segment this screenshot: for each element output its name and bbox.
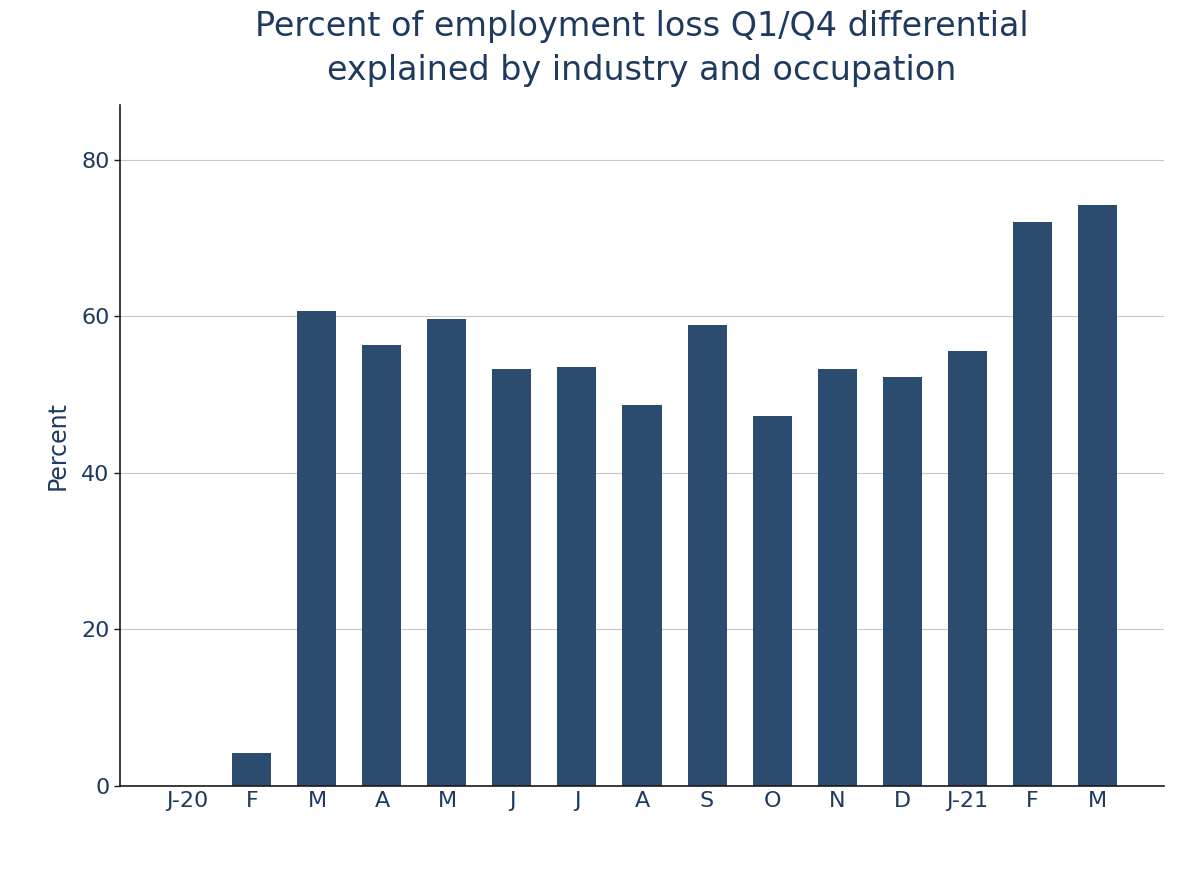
Y-axis label: Percent: Percent: [46, 401, 70, 490]
Bar: [752, 416, 792, 786]
Bar: [492, 369, 532, 786]
Bar: [1013, 222, 1051, 786]
Bar: [623, 405, 661, 786]
Bar: [688, 325, 726, 786]
Bar: [427, 320, 467, 786]
Bar: [817, 369, 857, 786]
Bar: [882, 377, 922, 786]
Bar: [558, 367, 596, 786]
Bar: [298, 311, 336, 786]
Bar: [362, 345, 402, 786]
Title: Percent of employment loss Q1/Q4 differential
explained by industry and occupati: Percent of employment loss Q1/Q4 differe…: [256, 10, 1028, 86]
Bar: [233, 753, 271, 786]
Bar: [1078, 205, 1116, 786]
Bar: [948, 351, 986, 786]
